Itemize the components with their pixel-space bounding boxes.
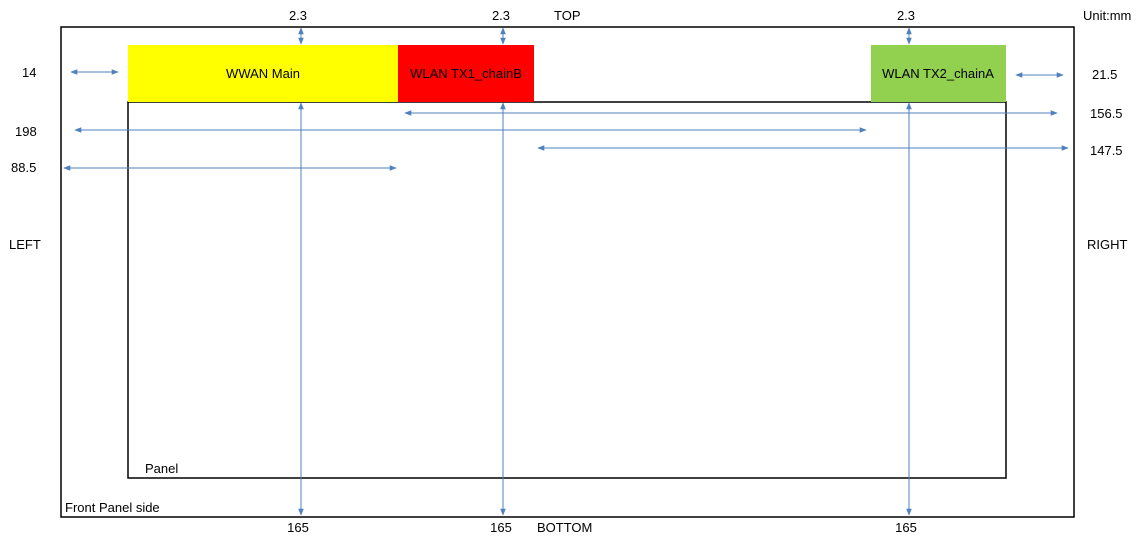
outer-box-label: Front Panel side (65, 500, 160, 515)
antenna-label-wlan-tx1: WLAN TX1_chainB (410, 66, 522, 81)
left-value-88-5: 88.5 (11, 160, 36, 175)
panel-label: Panel (145, 461, 178, 476)
top-gap-label-2: 2.3 (492, 8, 510, 23)
side-label-right: RIGHT (1087, 237, 1128, 252)
right-value-21-5: 21.5 (1092, 67, 1117, 82)
top-gap-label-3: 2.3 (897, 8, 915, 23)
antenna-wlan-tx1-chainb (398, 45, 534, 102)
panel-rect (127, 101, 1007, 479)
left-value-14: 14 (22, 65, 36, 80)
side-label-top: TOP (554, 8, 581, 23)
unit-label: Unit:mm (1083, 8, 1131, 23)
bottom-length-label-2: 165 (490, 520, 512, 535)
left-value-198: 198 (15, 124, 37, 139)
antenna-wlan-tx2-chaina (871, 45, 1006, 102)
bottom-length-label-1: 165 (287, 520, 309, 535)
side-label-bottom: BOTTOM (537, 520, 592, 535)
antenna-wwan-main (128, 45, 398, 102)
bottom-length-label-3: 165 (895, 520, 917, 535)
top-gap-label-1: 2.3 (289, 8, 307, 23)
right-value-147-5: 147.5 (1090, 143, 1123, 158)
antenna-label-wlan-tx2: WLAN TX2_chainA (882, 66, 994, 81)
side-label-left: LEFT (9, 237, 41, 252)
antenna-label-wwan-main: WWAN Main (226, 66, 300, 81)
outer-box (60, 26, 1075, 518)
right-value-156-5: 156.5 (1090, 106, 1123, 121)
